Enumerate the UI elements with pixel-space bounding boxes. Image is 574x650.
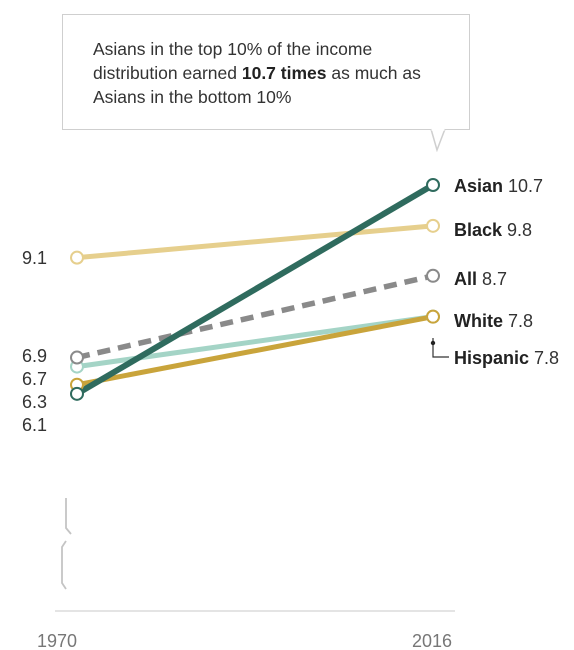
start-value-all: 6.9 bbox=[22, 346, 47, 366]
start-value-black: 9.1 bbox=[22, 248, 47, 268]
callout-pointer bbox=[430, 128, 450, 152]
callout-text-bold: 10.7 times bbox=[242, 63, 327, 83]
start-value-white: 6.7 bbox=[22, 369, 47, 389]
hispanic-leader-dot bbox=[431, 341, 435, 345]
point-asian-1970 bbox=[71, 388, 83, 400]
point-black-1970 bbox=[71, 252, 83, 264]
end-label-white: White 7.8 bbox=[454, 311, 533, 331]
axis-break-lower bbox=[62, 541, 66, 589]
x-tick-label-2016: 2016 bbox=[412, 631, 452, 650]
start-value-asian: 6.1 bbox=[22, 415, 47, 435]
start-value-hispanic: 6.3 bbox=[22, 392, 47, 412]
end-label-black: Black 9.8 bbox=[454, 220, 532, 240]
annotation-callout: Asians in the top 10% of the income dist… bbox=[62, 14, 470, 130]
hispanic-leader-line bbox=[433, 338, 449, 357]
point-all-1970 bbox=[71, 352, 83, 364]
point-all-2016 bbox=[427, 270, 439, 282]
x-tick-label-1970: 1970 bbox=[37, 631, 77, 650]
series-line-asian bbox=[77, 185, 433, 394]
end-label-hispanic: Hispanic 7.8 bbox=[454, 348, 559, 368]
end-label-all: All 8.7 bbox=[454, 269, 507, 289]
point-asian-2016 bbox=[427, 179, 439, 191]
point-black-2016 bbox=[427, 220, 439, 232]
axis-break-upper bbox=[66, 498, 71, 534]
series-line-black bbox=[77, 226, 433, 258]
series-line-hispanic bbox=[77, 317, 433, 385]
point-hispanic-2016 bbox=[427, 311, 439, 323]
end-label-asian: Asian 10.7 bbox=[454, 176, 543, 196]
